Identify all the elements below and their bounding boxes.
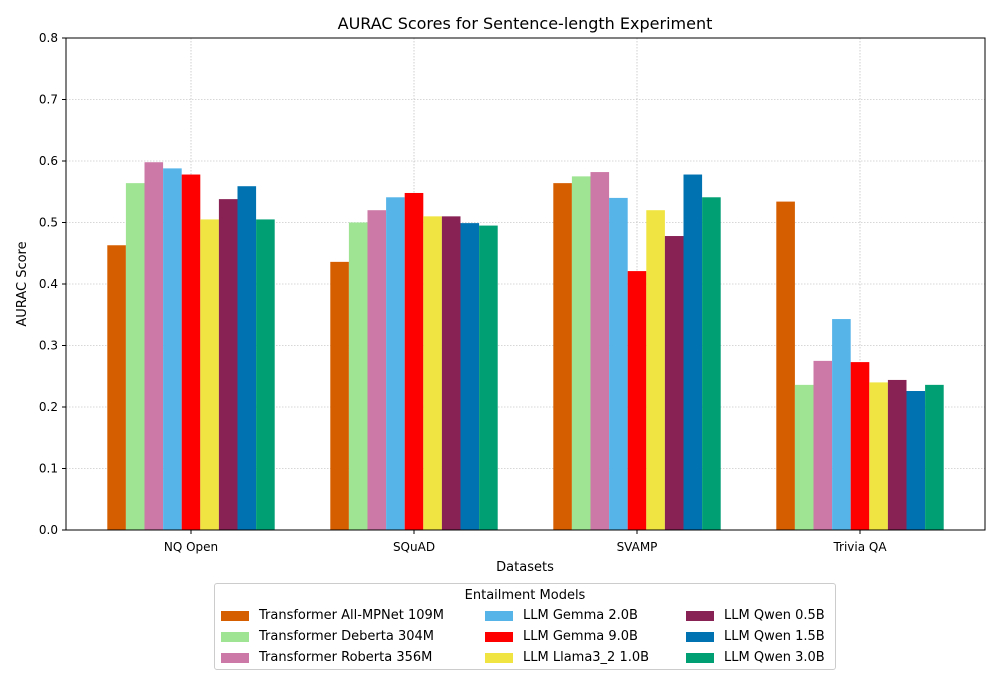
bar: [479, 225, 498, 530]
bar: [869, 382, 888, 530]
bar: [404, 192, 424, 531]
legend-item: LLM Qwen 1.5B: [686, 627, 836, 646]
bar: [813, 360, 833, 530]
bar: [590, 172, 610, 530]
legend-label: LLM Qwen 1.5B: [724, 629, 825, 644]
legend-item: Transformer All-MPNet 109M: [221, 606, 485, 625]
legend-swatch: [485, 631, 513, 642]
bar: [125, 183, 145, 530]
x-tick-label: SQuAD: [393, 540, 435, 554]
bar: [107, 245, 126, 530]
legend-swatch: [686, 631, 714, 642]
y-tick-label: 0.1: [39, 462, 58, 476]
bar: [367, 210, 387, 530]
y-tick-label: 0.2: [39, 400, 58, 414]
bar: [218, 199, 238, 530]
bar: [181, 174, 201, 530]
bars: [107, 162, 944, 531]
bar: [163, 168, 182, 530]
y-tick-label: 0.6: [39, 154, 58, 168]
legend-label: LLM Llama3_2 1.0B: [523, 650, 650, 665]
legend-swatch: [221, 610, 249, 621]
y-tick-label: 0.4: [39, 277, 58, 291]
bar: [664, 236, 684, 530]
bar: [832, 319, 851, 530]
x-axis-label: Datasets: [496, 560, 554, 575]
bar: [702, 197, 721, 530]
bar: [386, 197, 405, 530]
y-axis-label: AURAC Score: [15, 241, 30, 326]
bar: [330, 261, 349, 530]
y-tick-label: 0.8: [39, 31, 58, 45]
bar: [571, 176, 591, 530]
legend-swatch: [221, 631, 249, 642]
x-tick-label: NQ Open: [164, 540, 218, 554]
bar: [887, 379, 907, 530]
bar: [200, 219, 219, 531]
y-tick-label: 0.0: [39, 523, 58, 537]
y-axis-ticks: 0.0 0.1 0.2 0.3 0.4 0.5 0.6 0.7 0.8: [39, 31, 66, 537]
x-tick-label: Trivia QA: [832, 540, 887, 554]
bar: [348, 222, 368, 530]
bar: [423, 216, 442, 530]
legend-title: Entailment Models: [464, 588, 586, 603]
legend-item: LLM Llama3_2 1.0B: [485, 648, 686, 667]
legend-item: LLM Qwen 0.5B: [686, 606, 836, 625]
legend-item: LLM Gemma 9.0B: [485, 627, 686, 646]
legend-item: Transformer Deberta 304M: [221, 627, 485, 646]
bar: [776, 201, 795, 530]
y-tick-label: 0.3: [39, 339, 58, 353]
legend-swatch: [485, 652, 513, 663]
bar: [609, 197, 628, 530]
bar: [906, 391, 926, 530]
bar: [683, 174, 703, 530]
bar: [850, 362, 870, 530]
legend-label: Transformer All-MPNet 109M: [259, 608, 444, 623]
bar: [144, 162, 164, 531]
x-tick-label: SVAMP: [617, 540, 658, 554]
bar: [627, 271, 647, 530]
bar: [794, 384, 814, 530]
legend: Entailment Models Transformer All-MPNet …: [214, 583, 836, 670]
legend-label: Transformer Deberta 304M: [259, 629, 434, 644]
bar: [441, 216, 461, 530]
legend-item: Transformer Roberta 356M: [221, 648, 485, 667]
y-tick-label: 0.7: [39, 93, 58, 107]
bar: [237, 186, 257, 530]
chart-title: AURAC Scores for Sentence-length Experim…: [338, 14, 713, 33]
bar: [553, 183, 572, 530]
legend-label: LLM Gemma 9.0B: [523, 629, 638, 644]
bar: [925, 384, 944, 530]
legend-swatch: [221, 652, 249, 663]
y-tick-label: 0.5: [39, 216, 58, 230]
legend-swatch: [686, 610, 714, 621]
legend-swatch: [686, 652, 714, 663]
legend-entries: Transformer All-MPNet 109M LLM Gemma 2.0B…: [221, 606, 836, 667]
bar: [646, 210, 665, 530]
legend-item: LLM Gemma 2.0B: [485, 606, 686, 625]
bar: [256, 219, 275, 531]
legend-item: LLM Qwen 3.0B: [686, 648, 836, 667]
legend-label: LLM Qwen 3.0B: [724, 650, 825, 665]
legend-swatch: [485, 610, 513, 621]
bar: [460, 223, 480, 531]
legend-label: LLM Gemma 2.0B: [523, 608, 638, 623]
legend-label: Transformer Roberta 356M: [259, 650, 433, 665]
x-axis-ticks: NQ Open SQuAD SVAMP Trivia QA: [164, 530, 887, 554]
legend-label: LLM Qwen 0.5B: [724, 608, 825, 623]
